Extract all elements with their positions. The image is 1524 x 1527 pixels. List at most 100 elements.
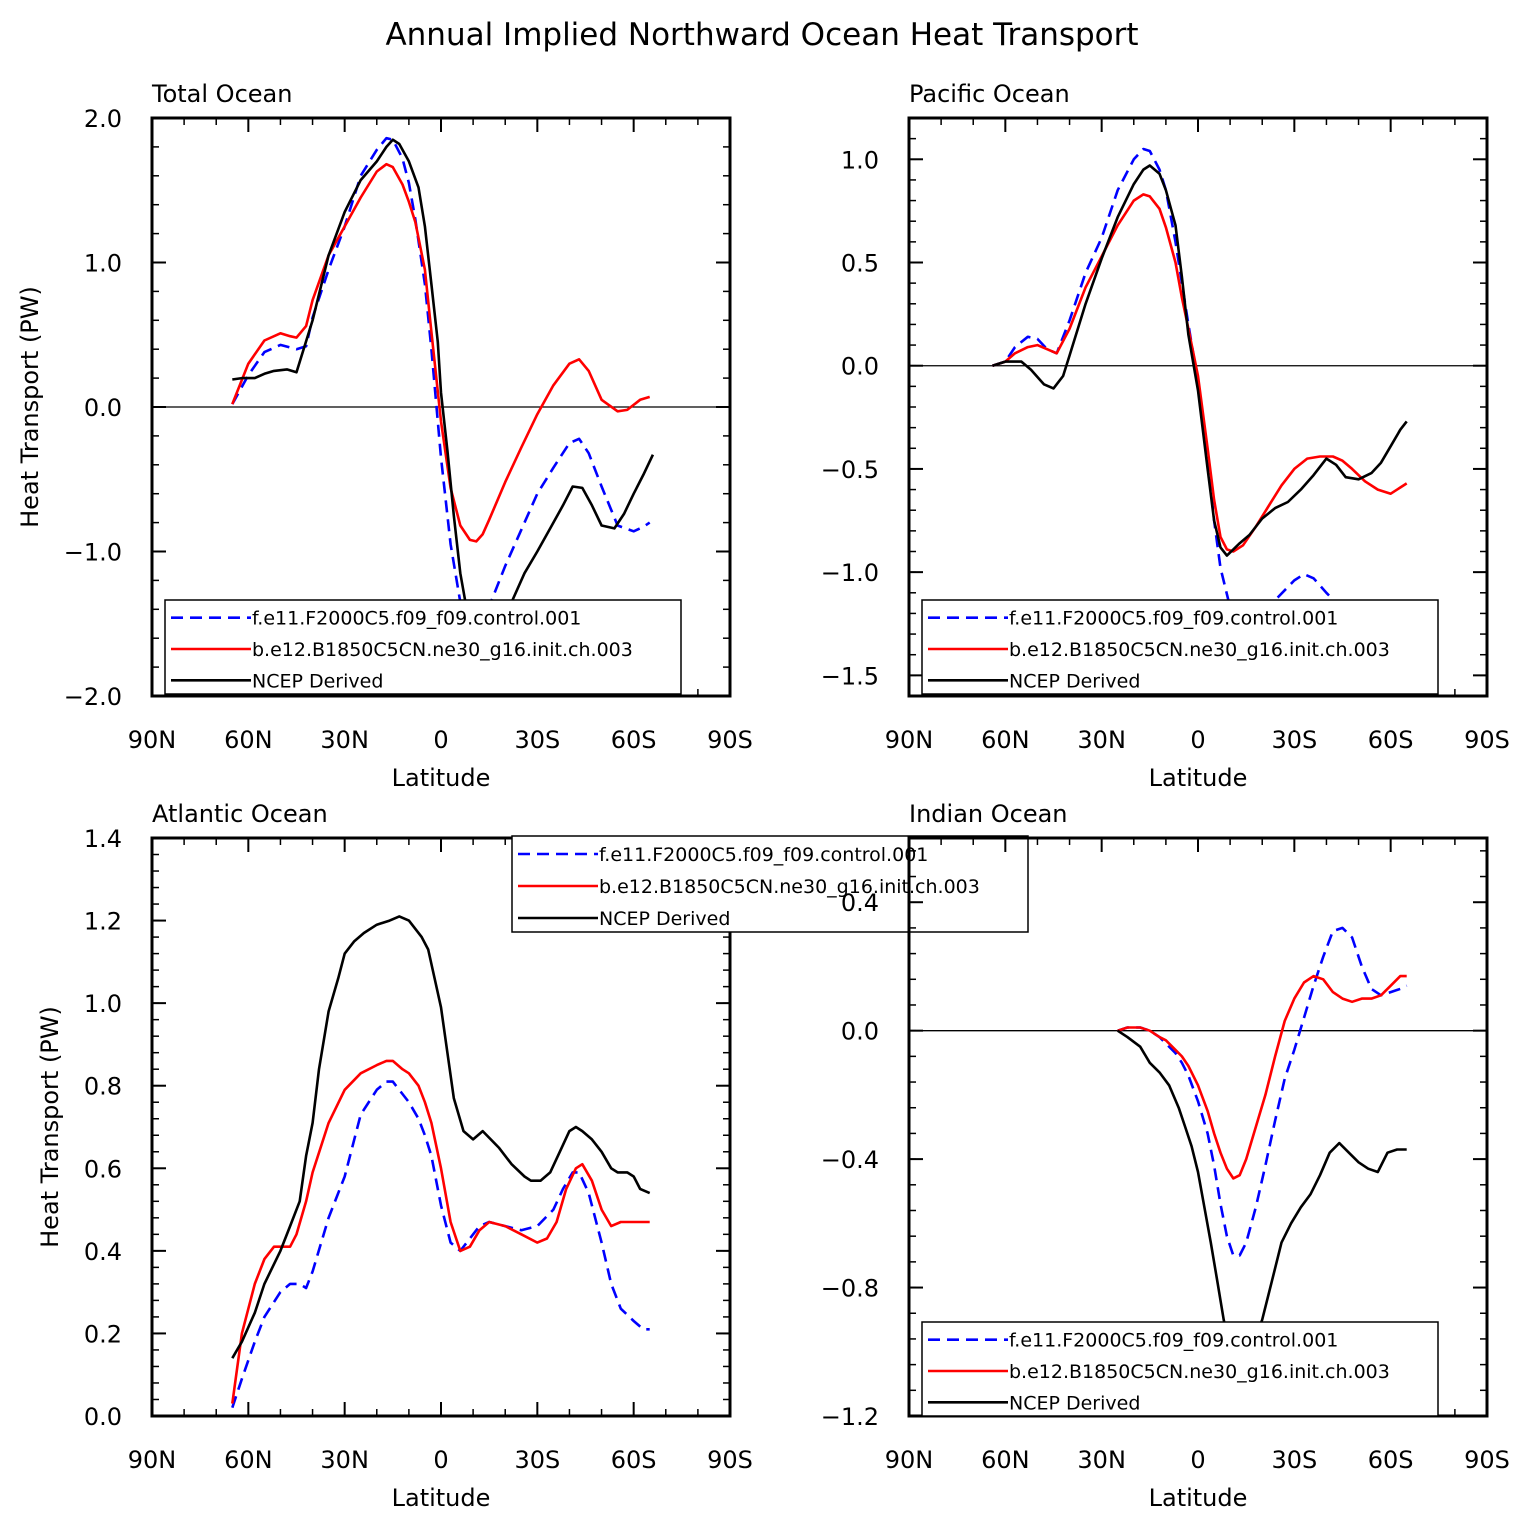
x-tick-label: 60S	[1368, 726, 1414, 754]
legend: f.e11.F2000C5.f09_f09.control.001 b.e12.B…	[164, 599, 682, 695]
series-line-b-e12-b1850c5cn-ne30-g16-init-ch-003	[231, 162, 651, 543]
x-tick-label: 30N	[1077, 1446, 1126, 1474]
x-tick-label: 30S	[1271, 726, 1317, 754]
x-tick-label: 30N	[320, 1446, 369, 1474]
y-tick-label: 0.4	[84, 1238, 122, 1266]
total-ocean-title: Total Ocean	[151, 80, 292, 108]
series-line-ncep-derived	[231, 915, 651, 1359]
x-tick-label: 0	[433, 726, 448, 754]
y-tick-label: 1.2	[84, 908, 122, 936]
x-tick-label: 90S	[707, 726, 753, 754]
x-tick-label: 90N	[885, 726, 934, 754]
x-axis-label: Latitude	[392, 1484, 491, 1512]
y-tick-label: 0.5	[841, 250, 879, 278]
atlantic-ocean-title: Atlantic Ocean	[152, 800, 328, 828]
series-line-ncep-derived	[992, 164, 1408, 557]
x-tick-label: 90N	[128, 726, 177, 754]
x-tick-label: 30N	[1077, 726, 1126, 754]
x-axis-label: Latitude	[392, 764, 491, 792]
x-tick-label: 90S	[707, 1446, 753, 1474]
legend: f.e11.F2000C5.f09_f09.control.001 b.e12.B…	[921, 599, 1439, 695]
y-tick-label: 1.0	[84, 250, 122, 278]
x-tick-label: 30N	[320, 726, 369, 754]
y-tick-label: 0.0	[84, 1403, 122, 1431]
x-tick-label: 0	[433, 1446, 448, 1474]
x-axis-label: Latitude	[1149, 1484, 1248, 1512]
series-group	[231, 915, 651, 1409]
legend-label: NCEP Derived	[599, 908, 730, 930]
series-line-ncep-derived	[1116, 1029, 1407, 1370]
y-tick-label: 0.0	[841, 1018, 879, 1046]
legend-box	[511, 835, 1029, 933]
series-group	[1116, 926, 1408, 1370]
indian-ocean-title: Indian Ocean	[909, 800, 1068, 828]
x-tick-label: 90S	[1464, 1446, 1510, 1474]
y-tick-label: −0.5	[821, 456, 879, 484]
x-tick-label: 30S	[1271, 1446, 1317, 1474]
y-tick-label: 0.8	[84, 1073, 122, 1101]
x-tick-label: 90N	[128, 1446, 177, 1474]
series-group	[992, 147, 1408, 621]
total-ocean-panel: Total Ocean 90N 60N 30N 0 30S 60S 90S −2.0 −1.0 0.…	[16, 80, 753, 792]
legend-label: b.e12.B1850C5CN.ne30_g16.init.ch.003	[1009, 1361, 1390, 1383]
pacific-ocean-panel: Pacific Ocean 90N 60N 30N 0 30S 60S 90S −1.5 −1.0…	[821, 80, 1510, 792]
series-group	[231, 136, 655, 647]
y-tick-label: −1.0	[64, 539, 122, 567]
series-line-f-e11-f2000c5-f09-f09-control-001	[1117, 926, 1408, 1257]
x-tick-label: 90N	[885, 1446, 934, 1474]
x-tick-label: 90S	[1464, 726, 1510, 754]
legend-label: f.e11.F2000C5.f09_f09.control.001	[252, 608, 581, 630]
legend-label: NCEP Derived	[1009, 1392, 1140, 1414]
legend: f.e11.F2000C5.f09_f09.control.001 b.e12.B…	[921, 1321, 1439, 1417]
x-axis-label: Latitude	[1149, 764, 1248, 792]
y-tick-label: −2.0	[64, 683, 122, 711]
main-title: Annual Implied Northward Ocean Heat Tran…	[385, 17, 1138, 53]
y-tick-label: −1.0	[821, 559, 879, 587]
x-tick-label: 60S	[611, 726, 657, 754]
legend-label: NCEP Derived	[252, 670, 383, 692]
pacific-ocean-title: Pacific Ocean	[909, 80, 1070, 108]
y-tick-label: 1.0	[841, 146, 879, 174]
y-tick-label: 0.4	[841, 889, 879, 917]
legend-label: f.e11.F2000C5.f09_f09.control.001	[1009, 608, 1338, 630]
y-tick-label: 1.0	[84, 990, 122, 1018]
x-tick-label: 60S	[1368, 1446, 1414, 1474]
y-tick-label: 2.0	[84, 105, 122, 133]
y-tick-label: −0.4	[821, 1146, 879, 1174]
series-line-b-e12-b1850c5cn-ne30-g16-init-ch-003	[992, 193, 1408, 553]
x-tick-label: 30S	[514, 1446, 560, 1474]
x-tick-label: 0	[1190, 1446, 1205, 1474]
series-line-ncep-derived	[232, 138, 655, 647]
series-line-b-e12-b1850c5cn-ne30-g16-init-ch-003	[1117, 974, 1407, 1180]
y-tick-label: 0.6	[84, 1155, 122, 1183]
legend-label: b.e12.B1850C5CN.ne30_g16.init.ch.003	[599, 876, 980, 898]
series-line-f-e11-f2000c5-f09-f09-control-001	[231, 1080, 650, 1409]
y-axis-label: Heat Transport (PW)	[16, 286, 44, 528]
legend-label: f.e11.F2000C5.f09_f09.control.001	[599, 844, 928, 866]
x-tick-label: 60N	[224, 726, 273, 754]
series-line-b-e12-b1850c5cn-ne30-g16-init-ch-003	[231, 1059, 650, 1404]
x-tick-label: 60N	[224, 1446, 273, 1474]
y-tick-label: 0.0	[841, 353, 879, 381]
y-tick-label: 0.2	[84, 1320, 122, 1348]
y-tick-label: −1.5	[821, 662, 879, 690]
legend-label: b.e12.B1850C5CN.ne30_g16.init.ch.003	[1009, 639, 1390, 661]
x-tick-label: 0	[1190, 726, 1205, 754]
legend-label: f.e11.F2000C5.f09_f09.control.001	[1009, 1330, 1338, 1352]
legend-box	[921, 599, 1439, 695]
y-tick-label: −1.2	[821, 1403, 879, 1431]
x-tick-label: 30S	[514, 726, 560, 754]
x-tick-label: 60N	[981, 1446, 1030, 1474]
legend-box	[164, 599, 682, 695]
y-axis-label: Heat Transport (PW)	[36, 1006, 64, 1248]
legend-label: b.e12.B1850C5CN.ne30_g16.init.ch.003	[252, 639, 633, 661]
legend-box	[921, 1321, 1439, 1417]
y-tick-label: 1.4	[84, 825, 122, 853]
y-tick-label: 0.0	[84, 394, 122, 422]
indian-ocean-panel: Indian Ocean 90N 60N 30N 0 30S 60S 90S −1.2 −0.8 −…	[821, 800, 1510, 1512]
legend-label: NCEP Derived	[1009, 670, 1140, 692]
x-tick-label: 60S	[611, 1446, 657, 1474]
x-tick-label: 60N	[981, 726, 1030, 754]
atlantic-ocean-panel: Atlantic Ocean 90N 60N 30N 0 30S 60S 90S 0.0 0.2 0…	[36, 800, 1029, 1512]
